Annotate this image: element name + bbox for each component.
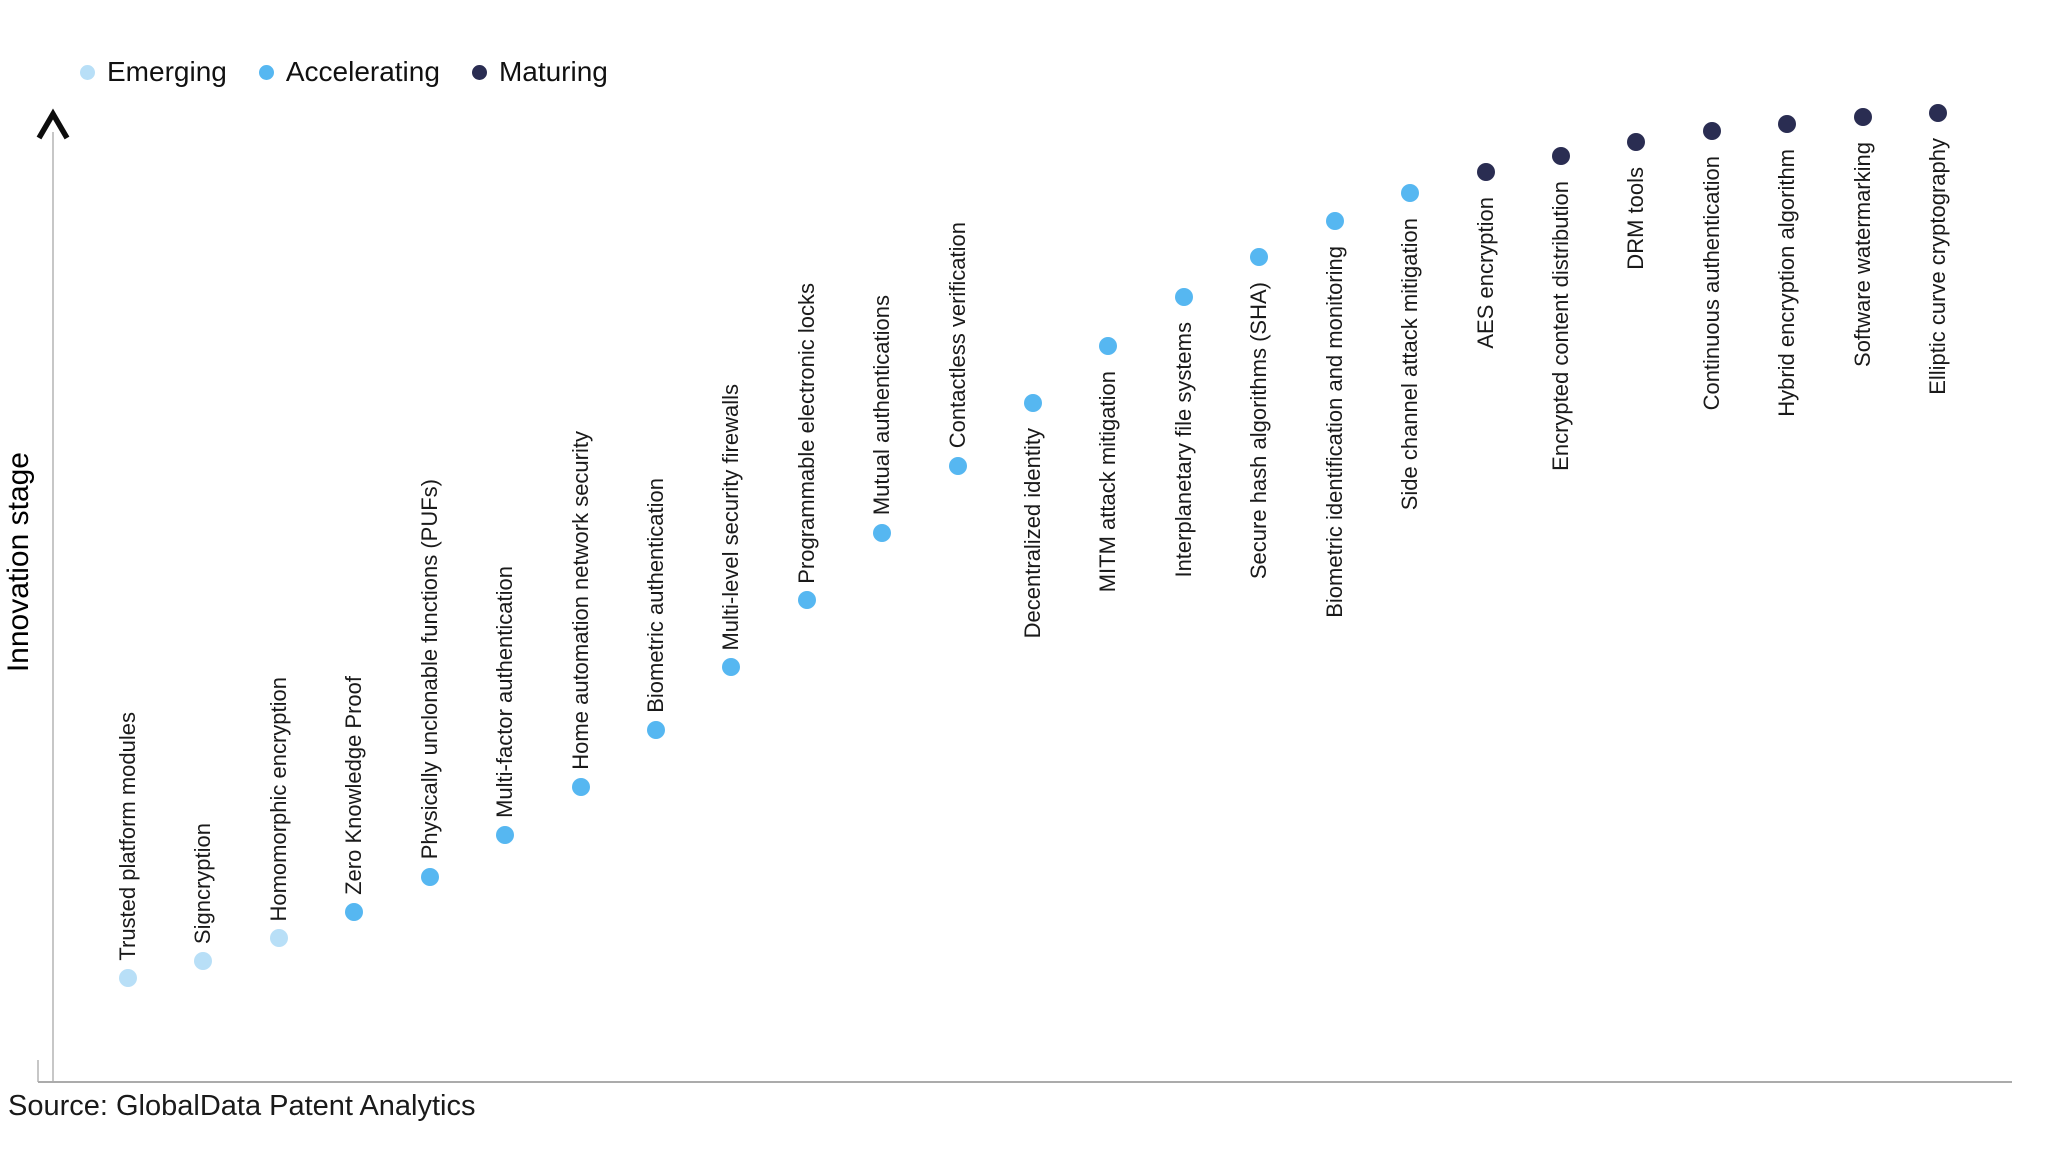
data-point-label: Mutual authentications	[869, 295, 895, 516]
data-point-dot	[1024, 393, 1043, 412]
data-point-label: MITM attack mitigation	[1095, 370, 1121, 593]
data-point-dot	[1099, 336, 1118, 355]
y-axis-title: Innovation stage	[2, 452, 35, 673]
data-point-dot	[1325, 211, 1344, 230]
data-point-dot	[873, 523, 892, 542]
chart-legend: Emerging Accelerating Maturing	[80, 56, 608, 88]
data-point-label: Zero Knowledge Proof	[341, 676, 367, 895]
data-point-label: Decentralized identity	[1020, 427, 1046, 639]
data-point-dot	[1702, 122, 1721, 141]
legend-item-accelerating: Accelerating	[258, 56, 440, 88]
data-point-dot	[345, 902, 364, 921]
accelerating-dot-icon	[258, 64, 274, 80]
legend-label-accelerating: Accelerating	[285, 56, 440, 87]
data-point-label: Physically unclonable functions (PUFs)	[416, 479, 442, 860]
y-axis-line	[52, 132, 54, 1082]
data-point-dot	[646, 721, 665, 740]
data-point-label: Side channel attack mitigation	[1397, 218, 1423, 511]
y-axis-arrow-icon	[36, 108, 70, 140]
data-point-dot	[1627, 133, 1646, 152]
data-point-label: Multi-level security firewalls	[718, 383, 744, 651]
data-point-label: Biometric authentication	[642, 478, 668, 714]
data-point-dot	[722, 658, 741, 677]
data-point-label: Signcryption	[190, 823, 216, 945]
data-point-label: Secure hash algorithms (SHA)	[1246, 282, 1272, 580]
data-point-dot	[420, 867, 439, 886]
data-point-label: Programmable electronic locks	[793, 282, 819, 584]
data-point-dot	[496, 826, 515, 845]
data-point-dot	[1778, 114, 1797, 133]
data-point-label: Encrypted content distribution	[1547, 181, 1573, 471]
y-axis-stub	[37, 1060, 39, 1082]
data-point-label: Biometric identification and monitoring	[1321, 245, 1347, 618]
data-point-label: Trusted platform modules	[115, 712, 140, 961]
data-point-dot	[797, 591, 816, 610]
data-point-dot	[1853, 107, 1872, 126]
data-point-dot	[1929, 103, 1948, 122]
data-point-label: Homomorphic encryption	[265, 676, 291, 922]
data-point-label: Elliptic curve cryptography	[1925, 137, 1951, 395]
legend-item-maturing: Maturing	[471, 56, 608, 88]
data-point-label: DRM tools	[1623, 167, 1649, 270]
data-point-dot	[1551, 147, 1570, 166]
data-point-dot	[1476, 162, 1495, 181]
legend-label-emerging: Emerging	[107, 56, 227, 87]
data-point-dot	[194, 952, 213, 971]
data-point-label: Multi-factor authentication	[492, 566, 518, 819]
data-point-label: Contactless verification	[944, 222, 970, 449]
data-point-dot	[119, 968, 137, 987]
emerging-dot-icon	[80, 64, 95, 80]
data-point-label: Software watermarking	[1849, 141, 1875, 367]
data-point-label: Continuous authentication	[1698, 156, 1724, 411]
legend-item-emerging: Emerging	[80, 56, 227, 88]
data-point-dot	[1174, 287, 1193, 306]
legend-label-maturing: Maturing	[498, 56, 608, 87]
data-point-dot	[1250, 248, 1269, 267]
data-point-dot	[1401, 184, 1420, 203]
data-point-label: Hybrid encryption algorithm	[1774, 148, 1800, 417]
data-point-label: AES encryption	[1472, 196, 1498, 349]
maturing-dot-icon	[471, 64, 487, 80]
data-point-label: Interplanetary file systems	[1170, 321, 1196, 578]
data-point-dot	[948, 456, 967, 475]
data-point-dot	[571, 778, 590, 797]
data-point-dot	[269, 929, 288, 948]
source-note: Source: GlobalData Patent Analytics	[8, 1090, 476, 1122]
x-axis-line	[38, 1081, 2012, 1083]
data-point-label: Home automation network security	[567, 431, 593, 771]
